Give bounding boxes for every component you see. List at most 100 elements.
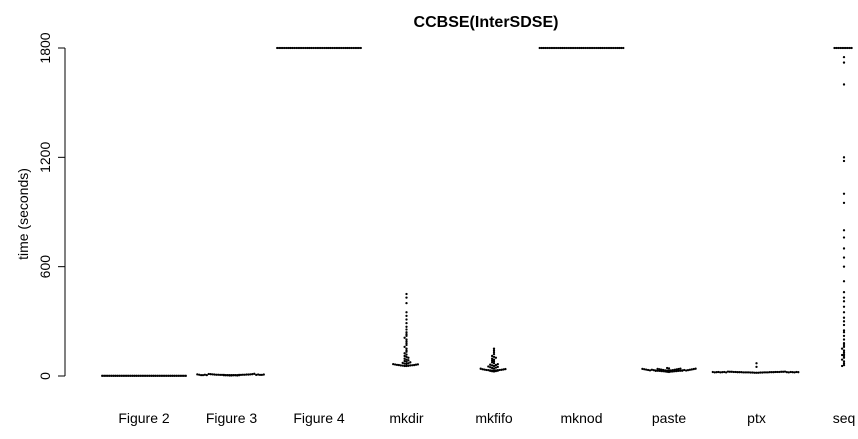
data-point — [405, 364, 408, 368]
y-tick-label: 1800 — [37, 32, 53, 63]
data-point — [492, 364, 496, 368]
data-point — [665, 369, 669, 372]
data-point — [570, 46, 574, 50]
data-point — [842, 291, 846, 294]
data-point — [778, 370, 781, 374]
data-point — [578, 46, 581, 50]
data-point — [481, 368, 484, 371]
data-point — [487, 365, 490, 368]
data-point — [236, 374, 239, 377]
data-point — [243, 373, 246, 376]
data-point — [393, 363, 397, 366]
data-point — [135, 374, 138, 377]
data-point — [601, 46, 604, 50]
data-point — [842, 352, 846, 356]
data-point — [658, 368, 661, 371]
data-point — [561, 46, 564, 50]
series-figure-2 — [101, 374, 187, 377]
data-point — [302, 46, 305, 50]
data-point — [253, 372, 256, 375]
data-point — [140, 374, 144, 377]
data-point — [359, 46, 362, 50]
data-point — [150, 374, 153, 377]
data-point — [485, 368, 488, 372]
data-point — [228, 373, 231, 377]
data-point — [276, 46, 279, 50]
data-point — [112, 374, 115, 377]
data-point — [490, 359, 494, 362]
data-point — [842, 265, 846, 268]
y-ticks: 0 600 1200 1800 — [37, 32, 65, 380]
data-point — [797, 371, 800, 374]
data-point — [618, 46, 621, 50]
data-point — [489, 366, 492, 369]
data-point — [837, 46, 840, 50]
data-point — [677, 367, 680, 371]
x-tick-label: Figure 3 — [206, 410, 258, 426]
data-point — [293, 46, 296, 50]
data-point — [411, 364, 414, 367]
data-point — [102, 374, 106, 377]
data-point — [249, 373, 252, 376]
data-point — [403, 362, 406, 365]
data-point — [548, 46, 551, 50]
data-point — [137, 374, 140, 377]
data-point — [407, 362, 410, 365]
data-point — [764, 371, 768, 374]
data-point — [329, 46, 332, 50]
data-point — [414, 363, 418, 366]
data-point — [842, 61, 846, 64]
data-point — [247, 373, 250, 376]
data-point — [218, 373, 222, 377]
data-point — [572, 46, 576, 50]
data-point — [175, 374, 178, 377]
data-point — [239, 373, 243, 377]
data-point — [842, 360, 846, 363]
data-point — [490, 354, 494, 358]
series-figure-3 — [196, 372, 265, 377]
data-point — [403, 359, 406, 363]
data-point — [842, 156, 846, 159]
data-point — [237, 374, 241, 377]
data-point — [732, 370, 735, 374]
data-point — [494, 366, 498, 369]
data-point — [325, 46, 328, 50]
data-point — [610, 46, 614, 50]
data-point — [496, 363, 499, 366]
data-point — [614, 46, 617, 50]
data-point — [840, 46, 844, 50]
data-point — [101, 374, 104, 377]
data-point — [121, 374, 125, 377]
data-point — [759, 371, 762, 374]
data-point — [401, 361, 404, 365]
data-point — [403, 345, 406, 348]
x-tick-label: Figure 4 — [293, 410, 345, 426]
data-point — [213, 373, 216, 376]
data-point — [177, 374, 180, 377]
data-point — [842, 338, 846, 341]
data-point — [116, 374, 119, 377]
data-point — [222, 374, 226, 377]
data-point — [403, 352, 406, 355]
x-tick-label: seq — [833, 410, 856, 426]
series-figure-4 — [276, 46, 362, 50]
data-point — [479, 367, 482, 370]
data-point — [319, 46, 323, 50]
data-point — [496, 365, 499, 369]
data-point — [688, 368, 692, 371]
data-point — [835, 46, 838, 50]
data-point — [198, 373, 201, 376]
data-point — [646, 368, 650, 372]
data-point — [842, 247, 846, 250]
data-point — [576, 46, 579, 50]
data-point — [234, 373, 237, 377]
data-point — [667, 367, 671, 370]
data-point — [728, 370, 732, 373]
data-point — [123, 374, 127, 377]
data-point — [660, 368, 663, 371]
data-point — [392, 363, 395, 366]
data-point — [209, 373, 212, 376]
series-mknod — [538, 46, 625, 50]
data-point — [730, 370, 733, 373]
